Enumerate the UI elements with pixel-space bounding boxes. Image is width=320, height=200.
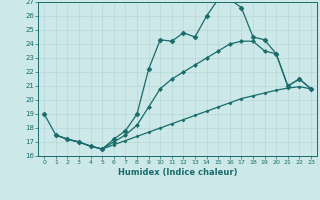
X-axis label: Humidex (Indice chaleur): Humidex (Indice chaleur) bbox=[118, 168, 237, 177]
